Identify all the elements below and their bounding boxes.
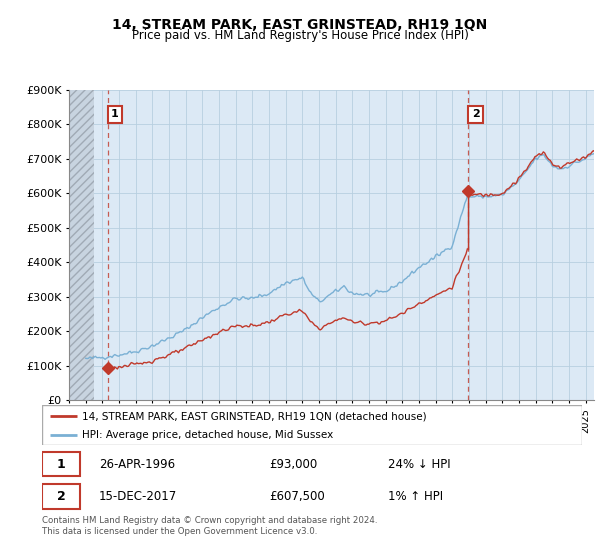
Text: 1: 1 — [111, 109, 119, 119]
Text: Contains HM Land Registry data © Crown copyright and database right 2024.
This d: Contains HM Land Registry data © Crown c… — [42, 516, 377, 536]
Text: 15-DEC-2017: 15-DEC-2017 — [98, 490, 177, 503]
Text: 24% ↓ HPI: 24% ↓ HPI — [388, 458, 450, 470]
Text: 26-APR-1996: 26-APR-1996 — [98, 458, 175, 470]
Text: 14, STREAM PARK, EAST GRINSTEAD, RH19 1QN (detached house): 14, STREAM PARK, EAST GRINSTEAD, RH19 1Q… — [83, 411, 427, 421]
Text: 14, STREAM PARK, EAST GRINSTEAD, RH19 1QN: 14, STREAM PARK, EAST GRINSTEAD, RH19 1Q… — [112, 18, 488, 32]
FancyBboxPatch shape — [42, 452, 80, 477]
Text: 1: 1 — [56, 458, 65, 470]
FancyBboxPatch shape — [42, 484, 80, 508]
Text: Price paid vs. HM Land Registry's House Price Index (HPI): Price paid vs. HM Land Registry's House … — [131, 29, 469, 42]
Text: HPI: Average price, detached house, Mid Sussex: HPI: Average price, detached house, Mid … — [83, 430, 334, 440]
Text: £93,000: £93,000 — [269, 458, 317, 470]
Text: 1% ↑ HPI: 1% ↑ HPI — [388, 490, 443, 503]
Text: 2: 2 — [56, 490, 65, 503]
FancyBboxPatch shape — [42, 405, 582, 445]
Text: 2: 2 — [472, 109, 479, 119]
Text: £607,500: £607,500 — [269, 490, 325, 503]
